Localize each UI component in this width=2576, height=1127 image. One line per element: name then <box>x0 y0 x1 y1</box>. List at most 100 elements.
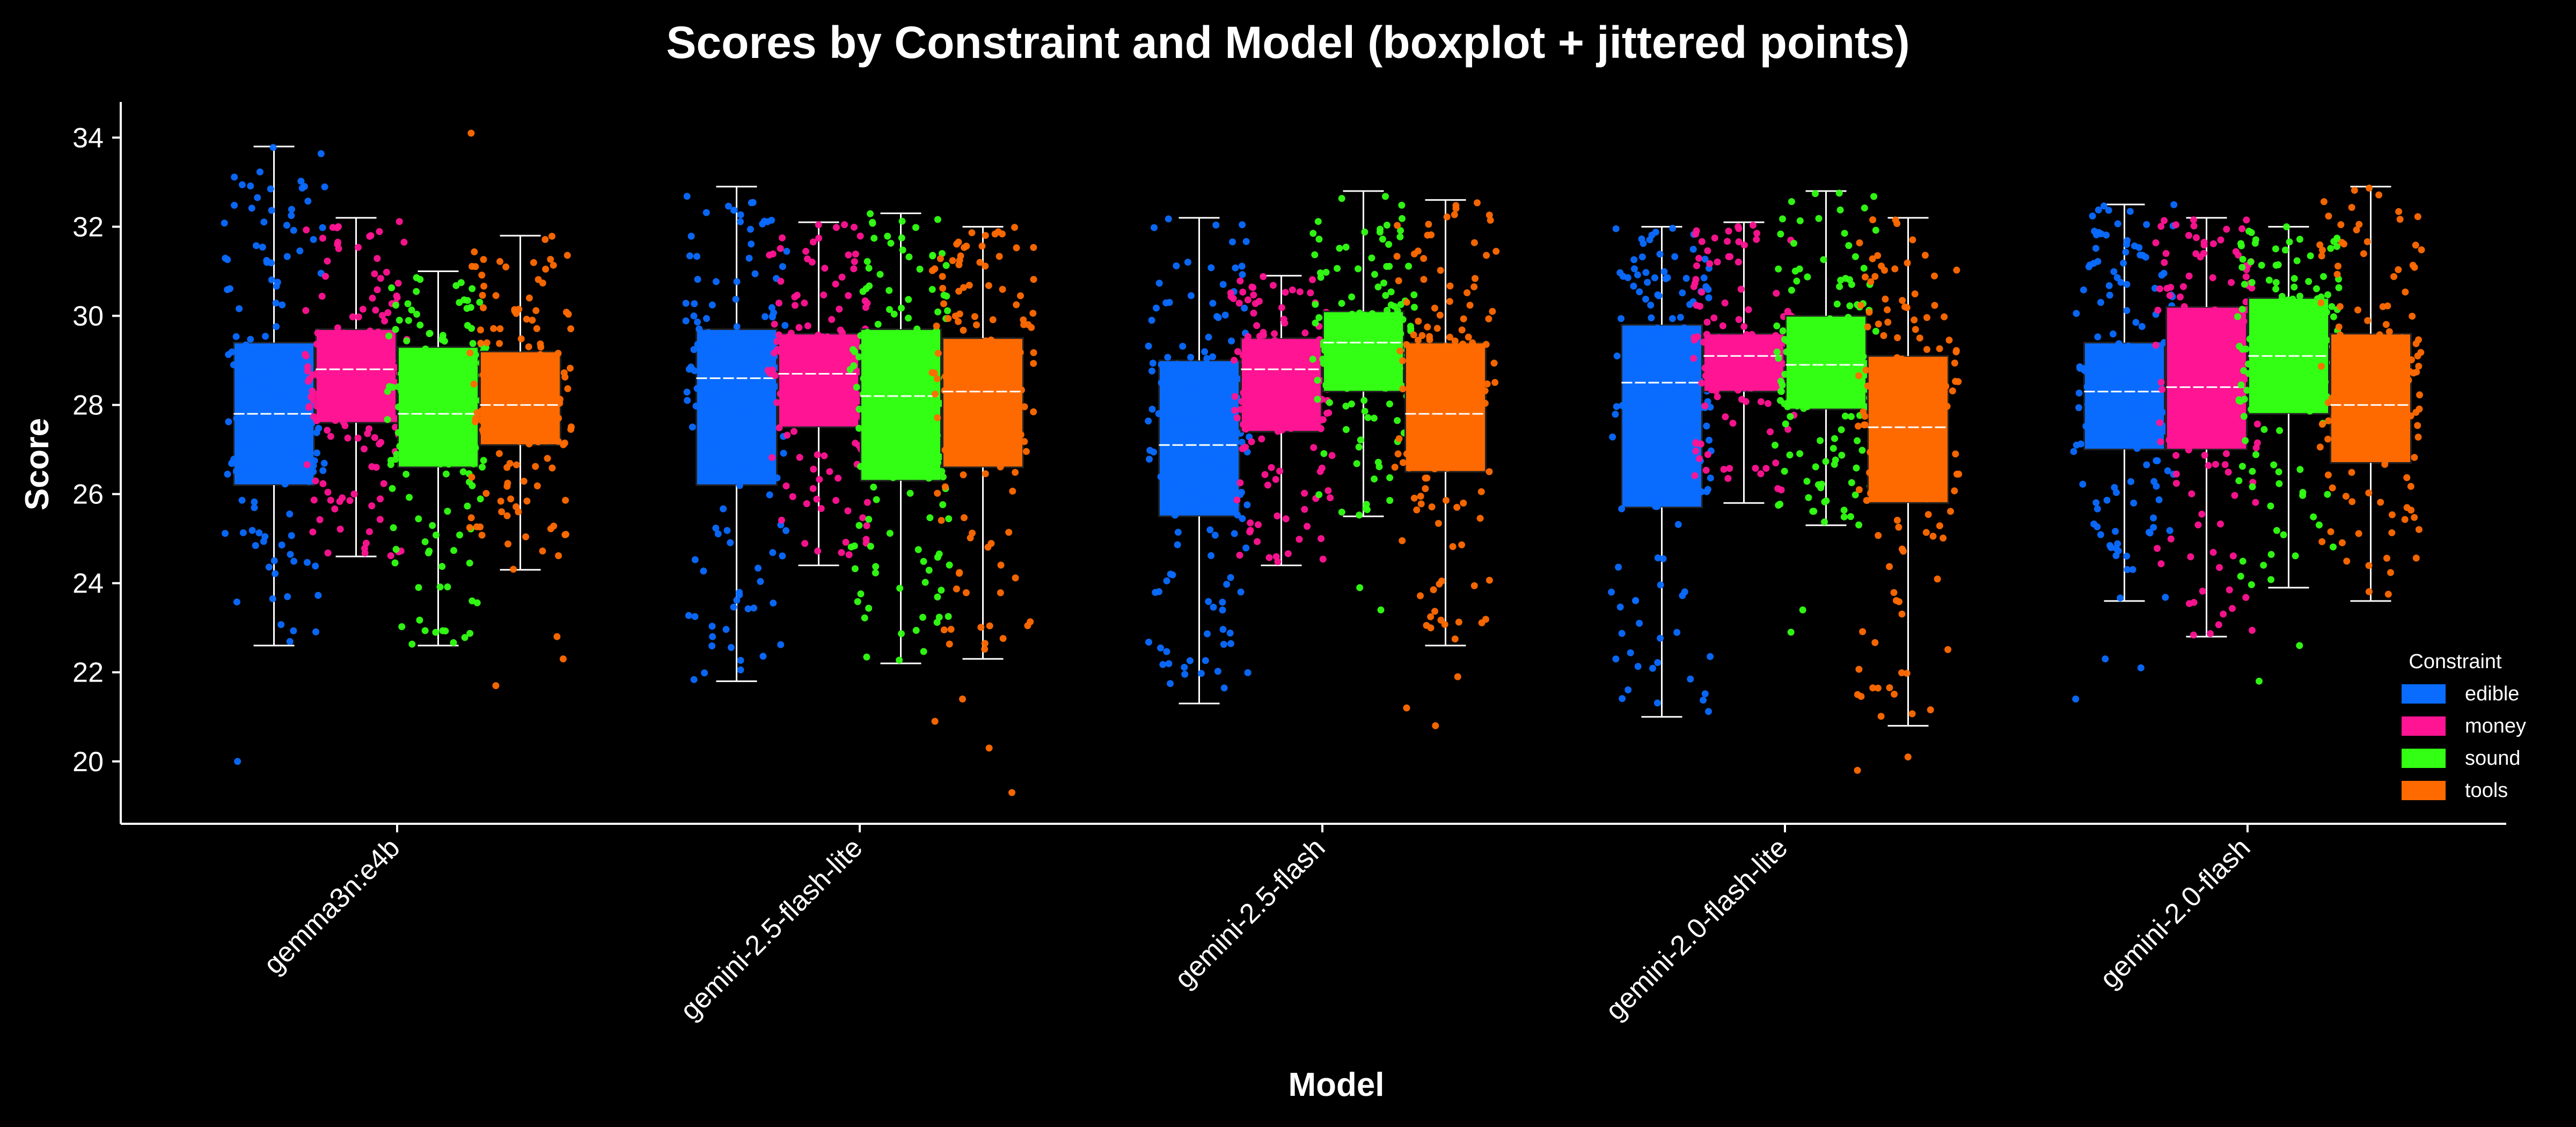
jitter-point <box>934 349 942 357</box>
jitter-point <box>2324 471 2332 479</box>
jitter-point <box>1632 597 1640 604</box>
jitter-point <box>1704 247 1711 254</box>
jitter-point <box>539 547 546 555</box>
jitter-point <box>1383 263 1391 270</box>
jitter-point <box>274 389 281 397</box>
jitter-point <box>478 272 486 279</box>
jitter-point <box>2274 361 2281 368</box>
jitter-point <box>1735 238 1743 245</box>
jitter-point <box>415 584 422 591</box>
jitter-point <box>734 397 742 405</box>
jitter-point <box>800 338 808 345</box>
jitter-point <box>367 232 375 239</box>
jitter-point <box>832 224 840 231</box>
jitter-point <box>2324 291 2331 298</box>
jitter-point <box>766 411 774 418</box>
jitter-point <box>437 460 444 467</box>
jitter-point <box>783 389 791 396</box>
jitter-point <box>2203 318 2211 326</box>
jitter-point <box>1814 481 1822 488</box>
jitter-point <box>2416 391 2423 399</box>
jitter-point <box>2392 356 2399 364</box>
x-tick-label: gemini-2.0-flash <box>2094 832 2257 994</box>
jitter-point <box>1645 346 1652 353</box>
jitter-point <box>1174 541 1181 548</box>
legend-title: Constraint <box>2409 650 2502 673</box>
jitter-point <box>1248 283 1256 291</box>
jitter-point <box>320 459 328 467</box>
jitter-point <box>1669 224 1677 232</box>
jitter-point <box>1870 193 1878 200</box>
jitter-point <box>914 453 921 461</box>
outlier-point <box>1432 722 1439 729</box>
jitter-point <box>1403 298 1410 306</box>
jitter-point <box>523 497 531 505</box>
jitter-point <box>269 595 276 603</box>
jitter-point <box>1444 464 1451 472</box>
jitter-point <box>1197 473 1205 480</box>
legend-swatch <box>2402 781 2446 800</box>
jitter-point <box>1204 630 1211 638</box>
jitter-point <box>2414 434 2422 441</box>
jitter-point <box>315 425 323 432</box>
jitter-point <box>1163 648 1170 655</box>
jitter-point <box>2127 478 2134 485</box>
jitter-point <box>1697 440 1704 448</box>
jitter-point <box>1211 400 1218 408</box>
jitter-point <box>2274 326 2282 334</box>
jitter-point <box>1213 313 1220 320</box>
jitter-point <box>859 288 867 295</box>
jitter-point <box>2323 336 2331 344</box>
jitter-point <box>1264 420 1272 427</box>
jitter-point <box>1921 418 1929 425</box>
jitter-point <box>852 250 859 258</box>
jitter-point <box>1328 452 1336 459</box>
jitter-point <box>226 285 233 292</box>
jitter-point <box>2412 241 2419 249</box>
jitter-point <box>273 282 280 290</box>
jitter-point <box>1425 367 1433 374</box>
jitter-point <box>2330 238 2338 245</box>
jitter-point <box>544 455 551 462</box>
jitter-point <box>2385 328 2393 335</box>
jitter-point <box>1944 646 1952 653</box>
jitter-point <box>253 447 260 454</box>
jitter-point <box>1943 402 1951 410</box>
jitter-point <box>2267 551 2275 558</box>
jitter-point <box>1716 367 1723 374</box>
jitter-point <box>1909 372 1916 380</box>
jitter-point <box>224 256 231 264</box>
jitter-point <box>873 443 881 451</box>
jitter-point <box>861 614 868 621</box>
jitter-point <box>1830 385 1838 392</box>
jitter-point <box>956 310 963 318</box>
jitter-point <box>953 366 960 374</box>
jitter-point <box>845 251 852 259</box>
jitter-point <box>1181 663 1188 671</box>
jitter-point <box>551 356 559 363</box>
jitter-point <box>2311 375 2319 383</box>
jitter-point <box>1319 355 1327 363</box>
jitter-point <box>1189 387 1197 395</box>
jitter-point <box>1261 471 1269 478</box>
jitter-point <box>1227 574 1234 581</box>
jitter-point <box>1685 327 1693 334</box>
jitter-point <box>2290 283 2298 291</box>
jitter-point <box>708 623 716 630</box>
points-tools-gemini-2.0-flash <box>2316 185 2425 598</box>
jitter-point <box>968 229 976 237</box>
jitter-point <box>790 400 797 408</box>
jitter-point <box>772 372 779 379</box>
jitter-point <box>436 583 444 591</box>
jitter-point <box>1634 347 1641 354</box>
jitter-point <box>398 623 406 631</box>
y-tick-label: 30 <box>72 301 104 332</box>
jitter-point <box>777 245 784 252</box>
legend-label: sound <box>2465 747 2521 770</box>
jitter-point <box>1238 488 1245 496</box>
jitter-point <box>1157 473 1165 480</box>
jitter-point <box>1336 245 1343 252</box>
jitter-point <box>1319 555 1327 563</box>
jitter-point <box>2187 335 2195 342</box>
jitter-point <box>1410 494 1418 502</box>
